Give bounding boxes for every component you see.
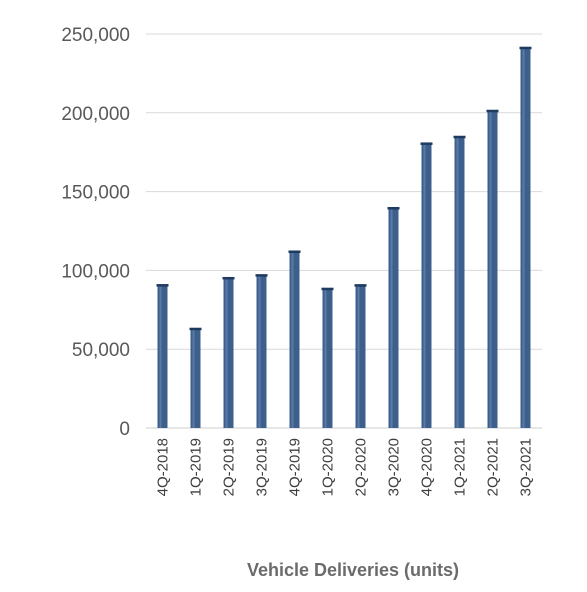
bar <box>487 110 498 429</box>
bar <box>157 285 168 428</box>
bars <box>156 46 532 429</box>
bar-2Q-2020 <box>354 284 367 428</box>
y-tick-label: 150,000 <box>61 183 130 204</box>
y-axis-ticks: 0 50,000 100,000 150,000 200,000 250,000 <box>61 25 130 440</box>
x-tick-label: 2Q-2021 <box>485 438 502 496</box>
x-tick-label: 3Q-2019 <box>254 438 271 496</box>
x-tick-label: 1Q-2019 <box>188 438 205 496</box>
bar-highlight <box>291 251 294 428</box>
bar-cap <box>519 46 532 50</box>
bar-cap <box>321 287 334 291</box>
bar-1Q-2021 <box>453 135 466 429</box>
x-axis-categories: 4Q-2018 1Q-2019 2Q-2019 3Q-2019 4Q-2019 1Q-20… <box>155 438 535 496</box>
bar <box>421 143 432 428</box>
bar-2Q-2019 <box>222 276 235 428</box>
bar-highlight <box>225 277 228 428</box>
bar <box>355 285 366 428</box>
bar-1Q-2019 <box>189 327 202 428</box>
bar-cap <box>189 327 202 331</box>
bar <box>322 288 333 428</box>
bar-highlight <box>456 136 459 429</box>
x-tick-label: 2Q-2019 <box>221 438 238 496</box>
bar-highlight <box>258 275 261 428</box>
bar-cap <box>420 142 433 145</box>
x-tick-label: 1Q-2021 <box>452 438 469 496</box>
bar-highlight <box>324 288 327 428</box>
bar-cap <box>453 135 466 139</box>
bar-highlight <box>159 285 162 428</box>
bar-3Q-2020 <box>387 206 400 428</box>
bar-1Q-2020 <box>321 287 334 428</box>
bar-highlight <box>192 328 195 428</box>
bar-highlight <box>489 110 492 429</box>
bar-highlight <box>390 207 393 428</box>
bar <box>520 47 531 428</box>
bar <box>223 277 234 428</box>
bar-4Q-2020 <box>420 142 433 428</box>
x-tick-label: 3Q-2021 <box>518 438 535 496</box>
y-tick-label: 250,000 <box>61 25 130 46</box>
bar <box>289 251 300 428</box>
bar <box>454 136 465 429</box>
bar-3Q-2021 <box>519 46 532 428</box>
x-tick-label: 4Q-2020 <box>419 438 436 496</box>
bar-4Q-2018 <box>156 284 169 428</box>
bar-cap <box>288 250 301 253</box>
bar-highlight <box>522 47 525 428</box>
y-tick-label: 0 <box>119 419 130 440</box>
bar <box>388 207 399 428</box>
bar-highlight <box>357 285 360 428</box>
bar-cap <box>255 274 268 277</box>
x-tick-label: 3Q-2020 <box>386 438 403 496</box>
bar-4Q-2019 <box>288 250 301 428</box>
bar-cap <box>486 109 499 113</box>
y-tick-label: 100,000 <box>61 261 130 282</box>
y-tick-label: 50,000 <box>72 340 130 361</box>
bar-highlight <box>423 143 426 428</box>
gridlines <box>146 33 542 429</box>
bar-cap <box>387 206 400 210</box>
bar-cap <box>156 284 169 287</box>
x-tick-label: 4Q-2018 <box>155 438 172 496</box>
x-tick-label: 1Q-2020 <box>320 438 337 496</box>
x-axis-label: Vehicle Deliveries (units) <box>247 560 459 580</box>
bar-2Q-2021 <box>486 109 499 429</box>
bar <box>256 275 267 428</box>
bar-cap <box>354 284 367 287</box>
x-tick-label: 2Q-2020 <box>353 438 370 496</box>
bar-3Q-2019 <box>255 274 268 428</box>
bar-cap <box>222 276 235 280</box>
x-tick-label: 4Q-2019 <box>287 438 304 496</box>
y-tick-label: 200,000 <box>61 104 130 125</box>
bar <box>190 328 201 428</box>
